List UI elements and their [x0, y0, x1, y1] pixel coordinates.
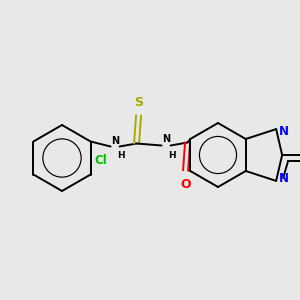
Text: N: N	[112, 136, 120, 146]
Text: O: O	[180, 178, 191, 190]
Text: S: S	[134, 97, 143, 110]
Text: H: H	[169, 151, 176, 160]
Text: Cl: Cl	[94, 154, 107, 167]
Text: H: H	[118, 152, 125, 160]
Text: N: N	[279, 124, 289, 138]
Text: N: N	[279, 172, 289, 185]
Text: N: N	[163, 134, 171, 145]
